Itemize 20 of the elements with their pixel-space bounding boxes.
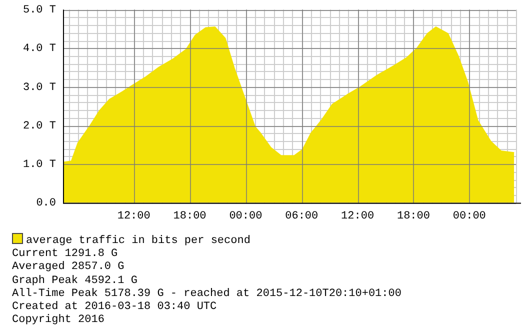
text: Current 1291.8 G [12,248,119,261]
x-tick-label: 18:00 [173,210,206,222]
text: Graph Peak 4592.1 G [12,274,138,288]
x-tick-label: 00:00 [452,210,486,222]
y-tick-label: 2.0 T [22,120,56,132]
x-tick-label: 18:00 [396,210,430,222]
text: Averaged 2857.0 G [12,261,126,275]
text: average traffic in bits per second [25,234,252,248]
text: All-Time Peak 5178.39 G - reached at 2015-12-10T20:10+01:00 [12,288,402,301]
x-tick-label: 12:00 [117,210,150,222]
y-tick-label: 1.0 T [22,159,56,172]
text: Copyright 2016 [12,314,106,328]
x-tick-label: 12:00 [341,210,374,222]
y-tick-label: 0.0 [36,198,56,210]
text: Created at 2016-03-18 03:40 UTC [12,301,218,314]
y-tick-label: 5.0 T [22,4,56,17]
x-tick-label: 00:00 [229,210,262,222]
x-tick-label: 06:00 [285,210,318,222]
y-tick-label: 3.0 T [22,82,56,94]
y-tick-label: 4.0 T [22,43,56,56]
